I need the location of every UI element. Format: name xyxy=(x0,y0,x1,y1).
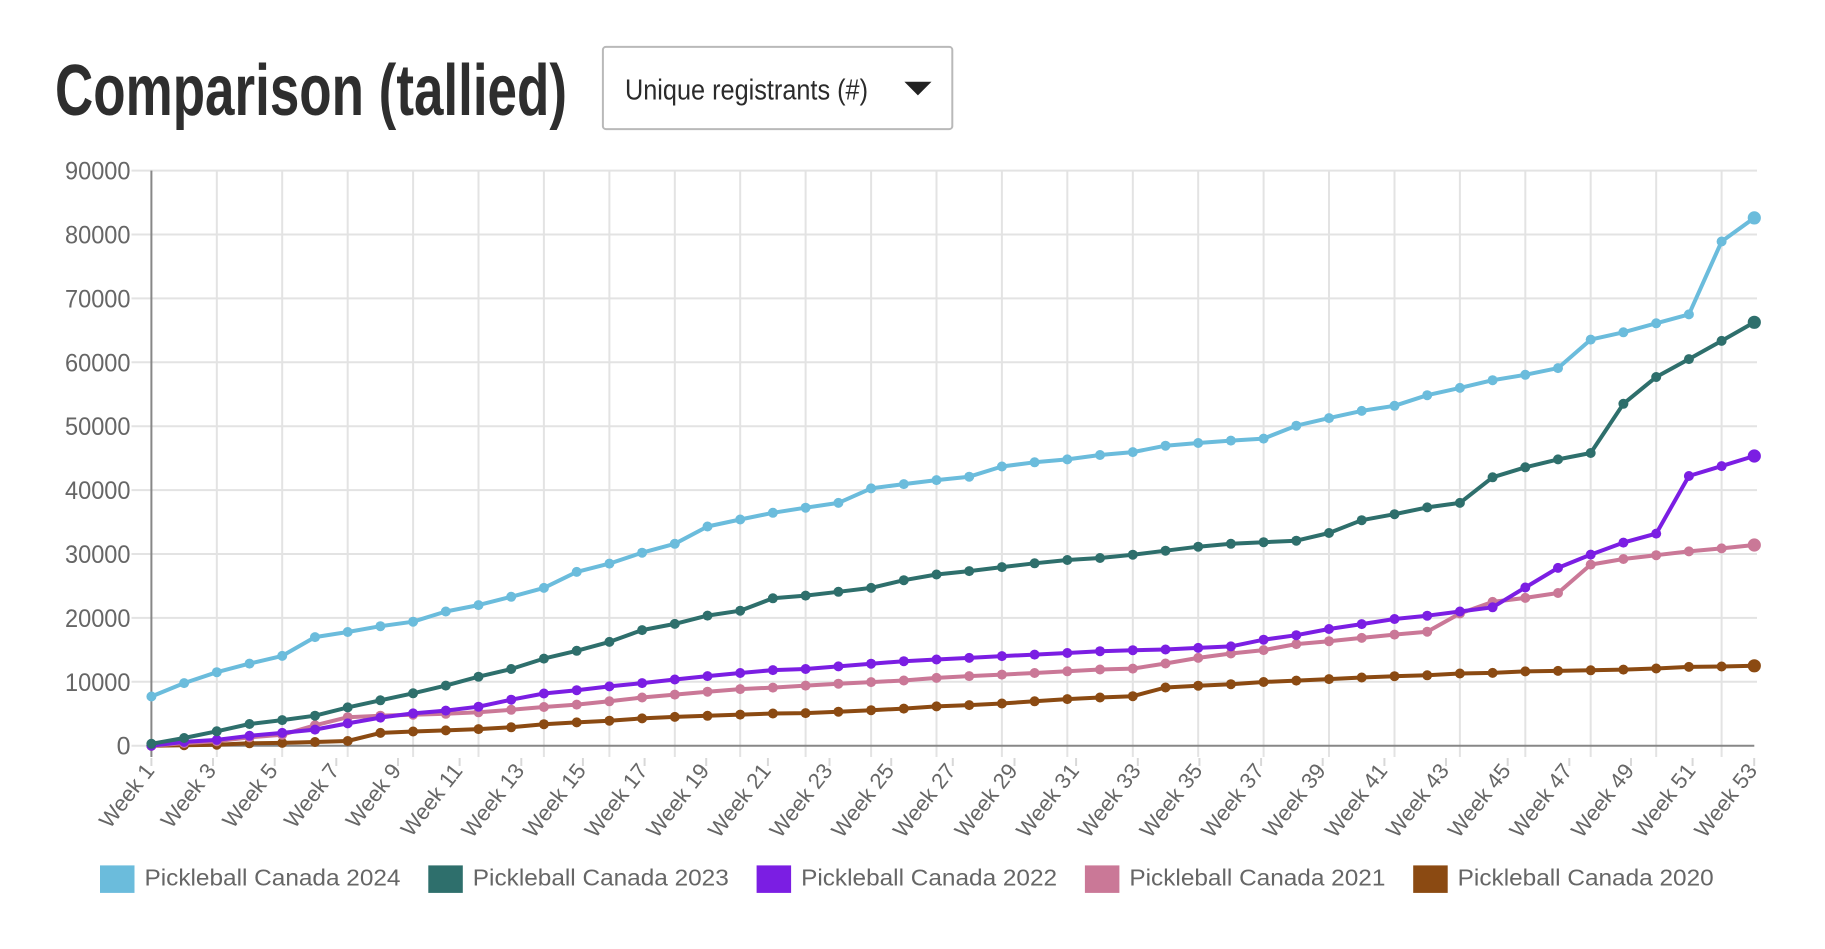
svg-text:30000: 30000 xyxy=(65,541,131,569)
svg-text:Pickleball Canada 2023: Pickleball Canada 2023 xyxy=(473,865,729,891)
svg-text:50000: 50000 xyxy=(65,413,131,441)
svg-text:60000: 60000 xyxy=(65,349,131,377)
svg-text:Pickleball Canada 2021: Pickleball Canada 2021 xyxy=(1129,865,1385,891)
svg-text:0: 0 xyxy=(117,733,131,761)
svg-text:10000: 10000 xyxy=(65,669,131,697)
svg-text:80000: 80000 xyxy=(65,222,131,250)
svg-text:Comparison (tallied): Comparison (tallied) xyxy=(55,51,567,131)
svg-text:40000: 40000 xyxy=(65,477,131,505)
svg-text:Pickleball Canada 2020: Pickleball Canada 2020 xyxy=(1458,865,1714,891)
svg-text:90000: 90000 xyxy=(65,158,131,186)
svg-text:20000: 20000 xyxy=(65,605,131,633)
svg-text:70000: 70000 xyxy=(65,285,131,313)
svg-text:Pickleball Canada 2024: Pickleball Canada 2024 xyxy=(145,865,401,891)
svg-text:Pickleball Canada 2022: Pickleball Canada 2022 xyxy=(801,865,1057,891)
svg-text:Unique registrants (#): Unique registrants (#) xyxy=(625,75,868,107)
